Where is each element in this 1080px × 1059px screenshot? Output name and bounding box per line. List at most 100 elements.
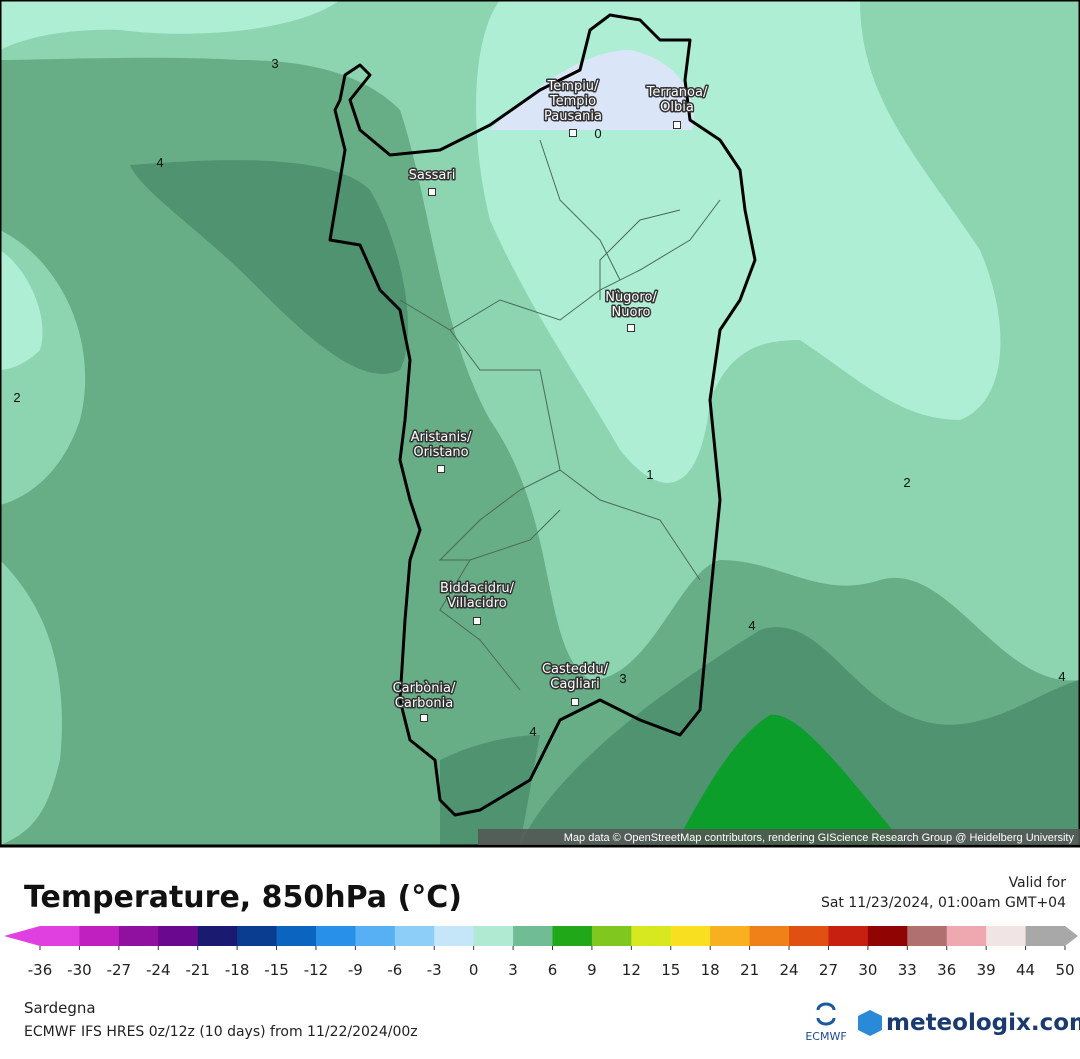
colorbar-segment (946, 926, 987, 946)
contour-label: 1 (646, 467, 653, 482)
colorbar-end-low (4, 926, 40, 946)
contour-label: 4 (156, 155, 163, 170)
colorbar-segment (197, 926, 238, 946)
colorbar-tick-label: 9 (587, 961, 597, 979)
colorbar-segment (907, 926, 948, 946)
colorbar-segment (710, 926, 751, 946)
valid-label: Valid for (1009, 875, 1067, 891)
city-marker (627, 324, 635, 332)
colorbar-tick-label: 36 (937, 961, 956, 979)
city-label: Pausania (544, 109, 602, 124)
colorbar-tick-label: 6 (548, 961, 558, 979)
brand-logo (858, 1010, 882, 1036)
contour-label: 4 (529, 724, 536, 739)
city-marker (428, 188, 436, 196)
city-label: Aristanis/ (411, 430, 472, 445)
attribution-bg (478, 829, 1080, 845)
city-label: Nùgoro/ (605, 290, 657, 305)
colorbar-tick-label: -18 (225, 961, 250, 979)
province-borders (399, 139, 721, 691)
colorbar-tick-label: -12 (304, 961, 329, 979)
colorbar-tick-label: -27 (107, 961, 132, 979)
colorbar: -36 -30 -27 -24 -21 -18 -15 -12 -9 -6 -3 0 3 6 9 12 15 18… (4, 926, 1078, 979)
colorbar-segment (315, 926, 356, 946)
colorbar-segment (158, 926, 199, 946)
model-info: ECMWF IFS HRES 0z/12z (10 days) from 11/… (24, 1024, 418, 1040)
contour-fill (0, 0, 340, 370)
contour-label: 4 (748, 618, 755, 633)
colorbar-segment (552, 926, 593, 946)
city-marker (673, 121, 681, 129)
colorbar-tick-label: -3 (427, 961, 442, 979)
legend-title: Temperature, 850hPa (°C) (24, 880, 462, 915)
contour-labels: 3 4 2 1 2 4 4 3 4 0 (13, 56, 1065, 739)
city-label: Nuoro (612, 305, 651, 320)
colorbar-segment (986, 926, 1027, 946)
contour-fill (130, 160, 409, 374)
valid-time: Sat 11/23/2024, 01:00am GMT+04 (821, 895, 1066, 911)
city-marker (569, 129, 577, 137)
colorbar-tick-label: 15 (661, 961, 680, 979)
colorbar-tick-label: 27 (819, 961, 838, 979)
colorbar-tick-label: 3 (508, 961, 518, 979)
colorbar-tick-label: -6 (387, 961, 402, 979)
colorbar-end-high (1065, 926, 1078, 946)
city-label: Carbonia (395, 696, 453, 711)
contour-fill (0, 230, 86, 845)
contour-label: 2 (13, 390, 20, 405)
colorbar-segment (355, 926, 396, 946)
region: Sardegna (24, 999, 96, 1017)
city-label: Tempiu/ (547, 79, 599, 94)
city-marker (437, 465, 445, 473)
city-label: Tempio (549, 94, 596, 109)
colorbar-tick-label: 33 (898, 961, 917, 979)
city-label: Olbia (660, 100, 694, 115)
city-label: Sassari (409, 168, 456, 183)
city-label: Cagliari (550, 677, 599, 692)
colorbar-segment (276, 926, 317, 946)
colorbar-segment (79, 926, 120, 946)
city-label: Villacidro (447, 596, 506, 611)
colorbar-segment (513, 926, 553, 946)
contour-fill (675, 714, 905, 845)
colorbar-segment (828, 926, 869, 946)
colorbar-tick-label: -36 (28, 961, 53, 979)
colorbar-segment (434, 926, 475, 946)
colorbar-segment (789, 926, 829, 946)
colorbar-segment (749, 926, 790, 946)
map-frame (0, 0, 1080, 848)
colorbar-tick-label: 18 (701, 961, 720, 979)
ecmwf-logo (816, 1002, 836, 1026)
brand: meteologix.com (886, 1010, 1080, 1036)
colorbar-segment (473, 926, 514, 946)
colorbar-segment (591, 926, 632, 946)
colorbar-segment (118, 926, 159, 946)
colorbar-tick-label: 50 (1055, 961, 1074, 979)
colorbar-tick-label: 0 (469, 961, 479, 979)
map: Map data © OpenStreetMap contributors, r… (0, 0, 1080, 848)
colorbar-tick-label: -24 (146, 961, 171, 979)
contour-label: 3 (271, 56, 278, 71)
colorbar-segment (40, 926, 80, 946)
ecmwf-label: ECMWF (805, 1030, 846, 1043)
contour-label: 3 (619, 671, 626, 686)
contour-label: 2 (903, 475, 910, 490)
city-label: Biddacidru/ (440, 581, 515, 596)
coastline (328, 13, 757, 817)
city-marker (473, 617, 481, 625)
colorbar-segment (867, 926, 908, 946)
colorbar-tick-label: 30 (858, 961, 877, 979)
contour-fill (490, 50, 694, 130)
colorbar-segment (670, 926, 711, 946)
colorbar-tick-label: 21 (740, 961, 759, 979)
city-label: Terranoa/ (646, 85, 708, 100)
colorbar-segment (631, 926, 672, 946)
city-marker (571, 698, 579, 706)
contour-fill (0, 0, 1001, 483)
colorbar-tick-label: -21 (185, 961, 210, 979)
colorbar-tick-label: -9 (348, 961, 363, 979)
city-label: Oristano (413, 445, 468, 460)
colorbar-tick-label: 39 (977, 961, 996, 979)
